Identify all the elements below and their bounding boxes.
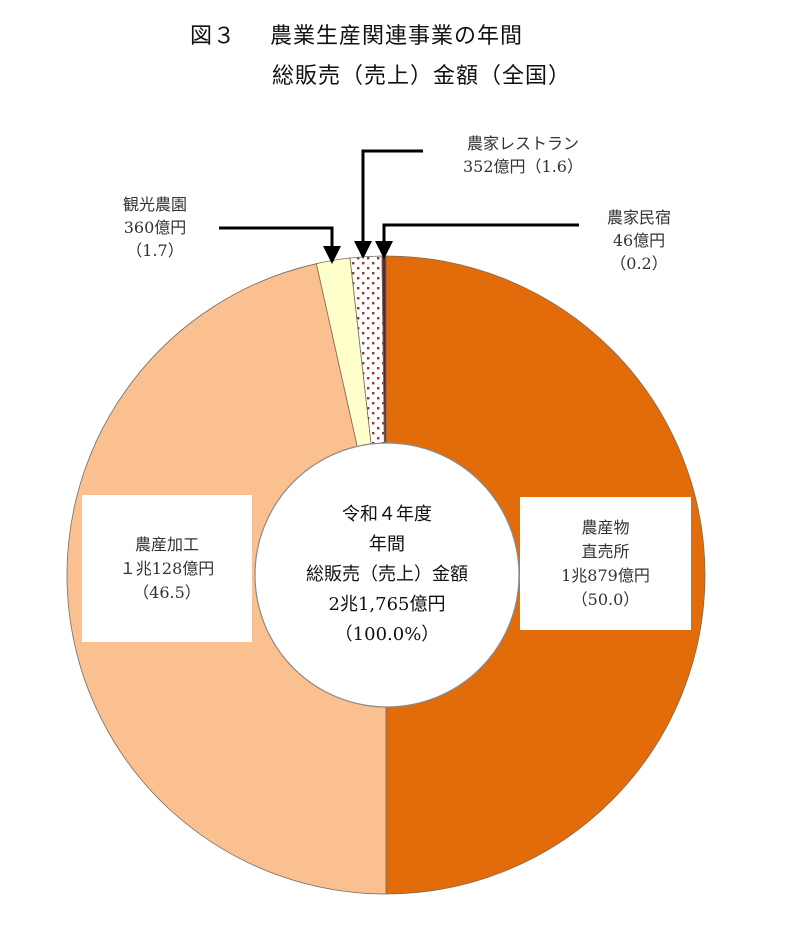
label-kakou-pct: （46.5） — [133, 582, 201, 602]
chart-title-line1: 図３ 農業生産関連事業の年間 — [190, 18, 523, 50]
title-text-1: 農業生産関連事業の年間 — [270, 24, 524, 49]
figure-number: 図３ — [190, 24, 237, 49]
label-kankou: 観光農園 360億円 （1.7） — [100, 193, 210, 262]
leader-line-kankou — [219, 226, 334, 248]
arrow-icon-kankou — [323, 246, 341, 264]
label-chokubaisho-name1: 農産物 — [581, 517, 630, 537]
label-chokubaisho-pct: （50.0） — [571, 589, 640, 609]
label-restaurant: 農家レストラン 352億円（1.6） — [428, 132, 618, 178]
leader-line-minshuku — [382, 223, 579, 243]
center-metric: 総販売（売上）金額 — [306, 564, 468, 585]
leader-line-restaurant — [361, 149, 423, 243]
arrow-icon-minshuku — [375, 241, 393, 259]
center-year: 令和４年度 — [342, 504, 432, 525]
label-restaurant-name: 農家レストラン — [466, 134, 579, 153]
donut-hole — [254, 442, 520, 708]
label-box-kakou: 農産加工 １兆128億円 （46.5） — [82, 495, 252, 642]
label-kankou-pct: （1.7） — [126, 241, 184, 260]
center-period: 年間 — [369, 534, 405, 555]
label-kankou-amount: 360億円 — [123, 218, 187, 237]
label-minshuku-amount: 46億円 — [612, 231, 666, 250]
chart-title-line2: 総販売（売上）金額（全国） — [272, 64, 572, 89]
label-kakou-name: 農産加工 — [134, 534, 199, 554]
donut-center-label: 令和４年度 年間 総販売（売上）金額 2兆1,765億円 （100.0%） — [255, 443, 519, 707]
label-chokubaisho-amount: 1兆879億円 — [561, 565, 650, 585]
label-minshuku-name: 農家民宿 — [606, 208, 671, 227]
label-kakou-amount: １兆128億円 — [119, 558, 215, 578]
label-minshuku-pct: （0.2） — [610, 254, 668, 273]
label-chokubaisho-name2: 直売所 — [581, 541, 630, 561]
label-minshuku: 農家民宿 46億円 （0.2） — [584, 206, 694, 275]
label-restaurant-amount-pct: 352億円（1.6） — [463, 157, 583, 176]
center-total-amount: 2兆1,765億円 — [328, 594, 446, 615]
label-box-chokubaisho: 農産物 直売所 1兆879億円 （50.0） — [520, 497, 691, 630]
center-total-pct: （100.0%） — [334, 624, 440, 645]
leader-arrows — [219, 149, 579, 264]
arrow-icon-restaurant — [354, 241, 372, 259]
label-kankou-name: 観光農園 — [122, 195, 187, 214]
